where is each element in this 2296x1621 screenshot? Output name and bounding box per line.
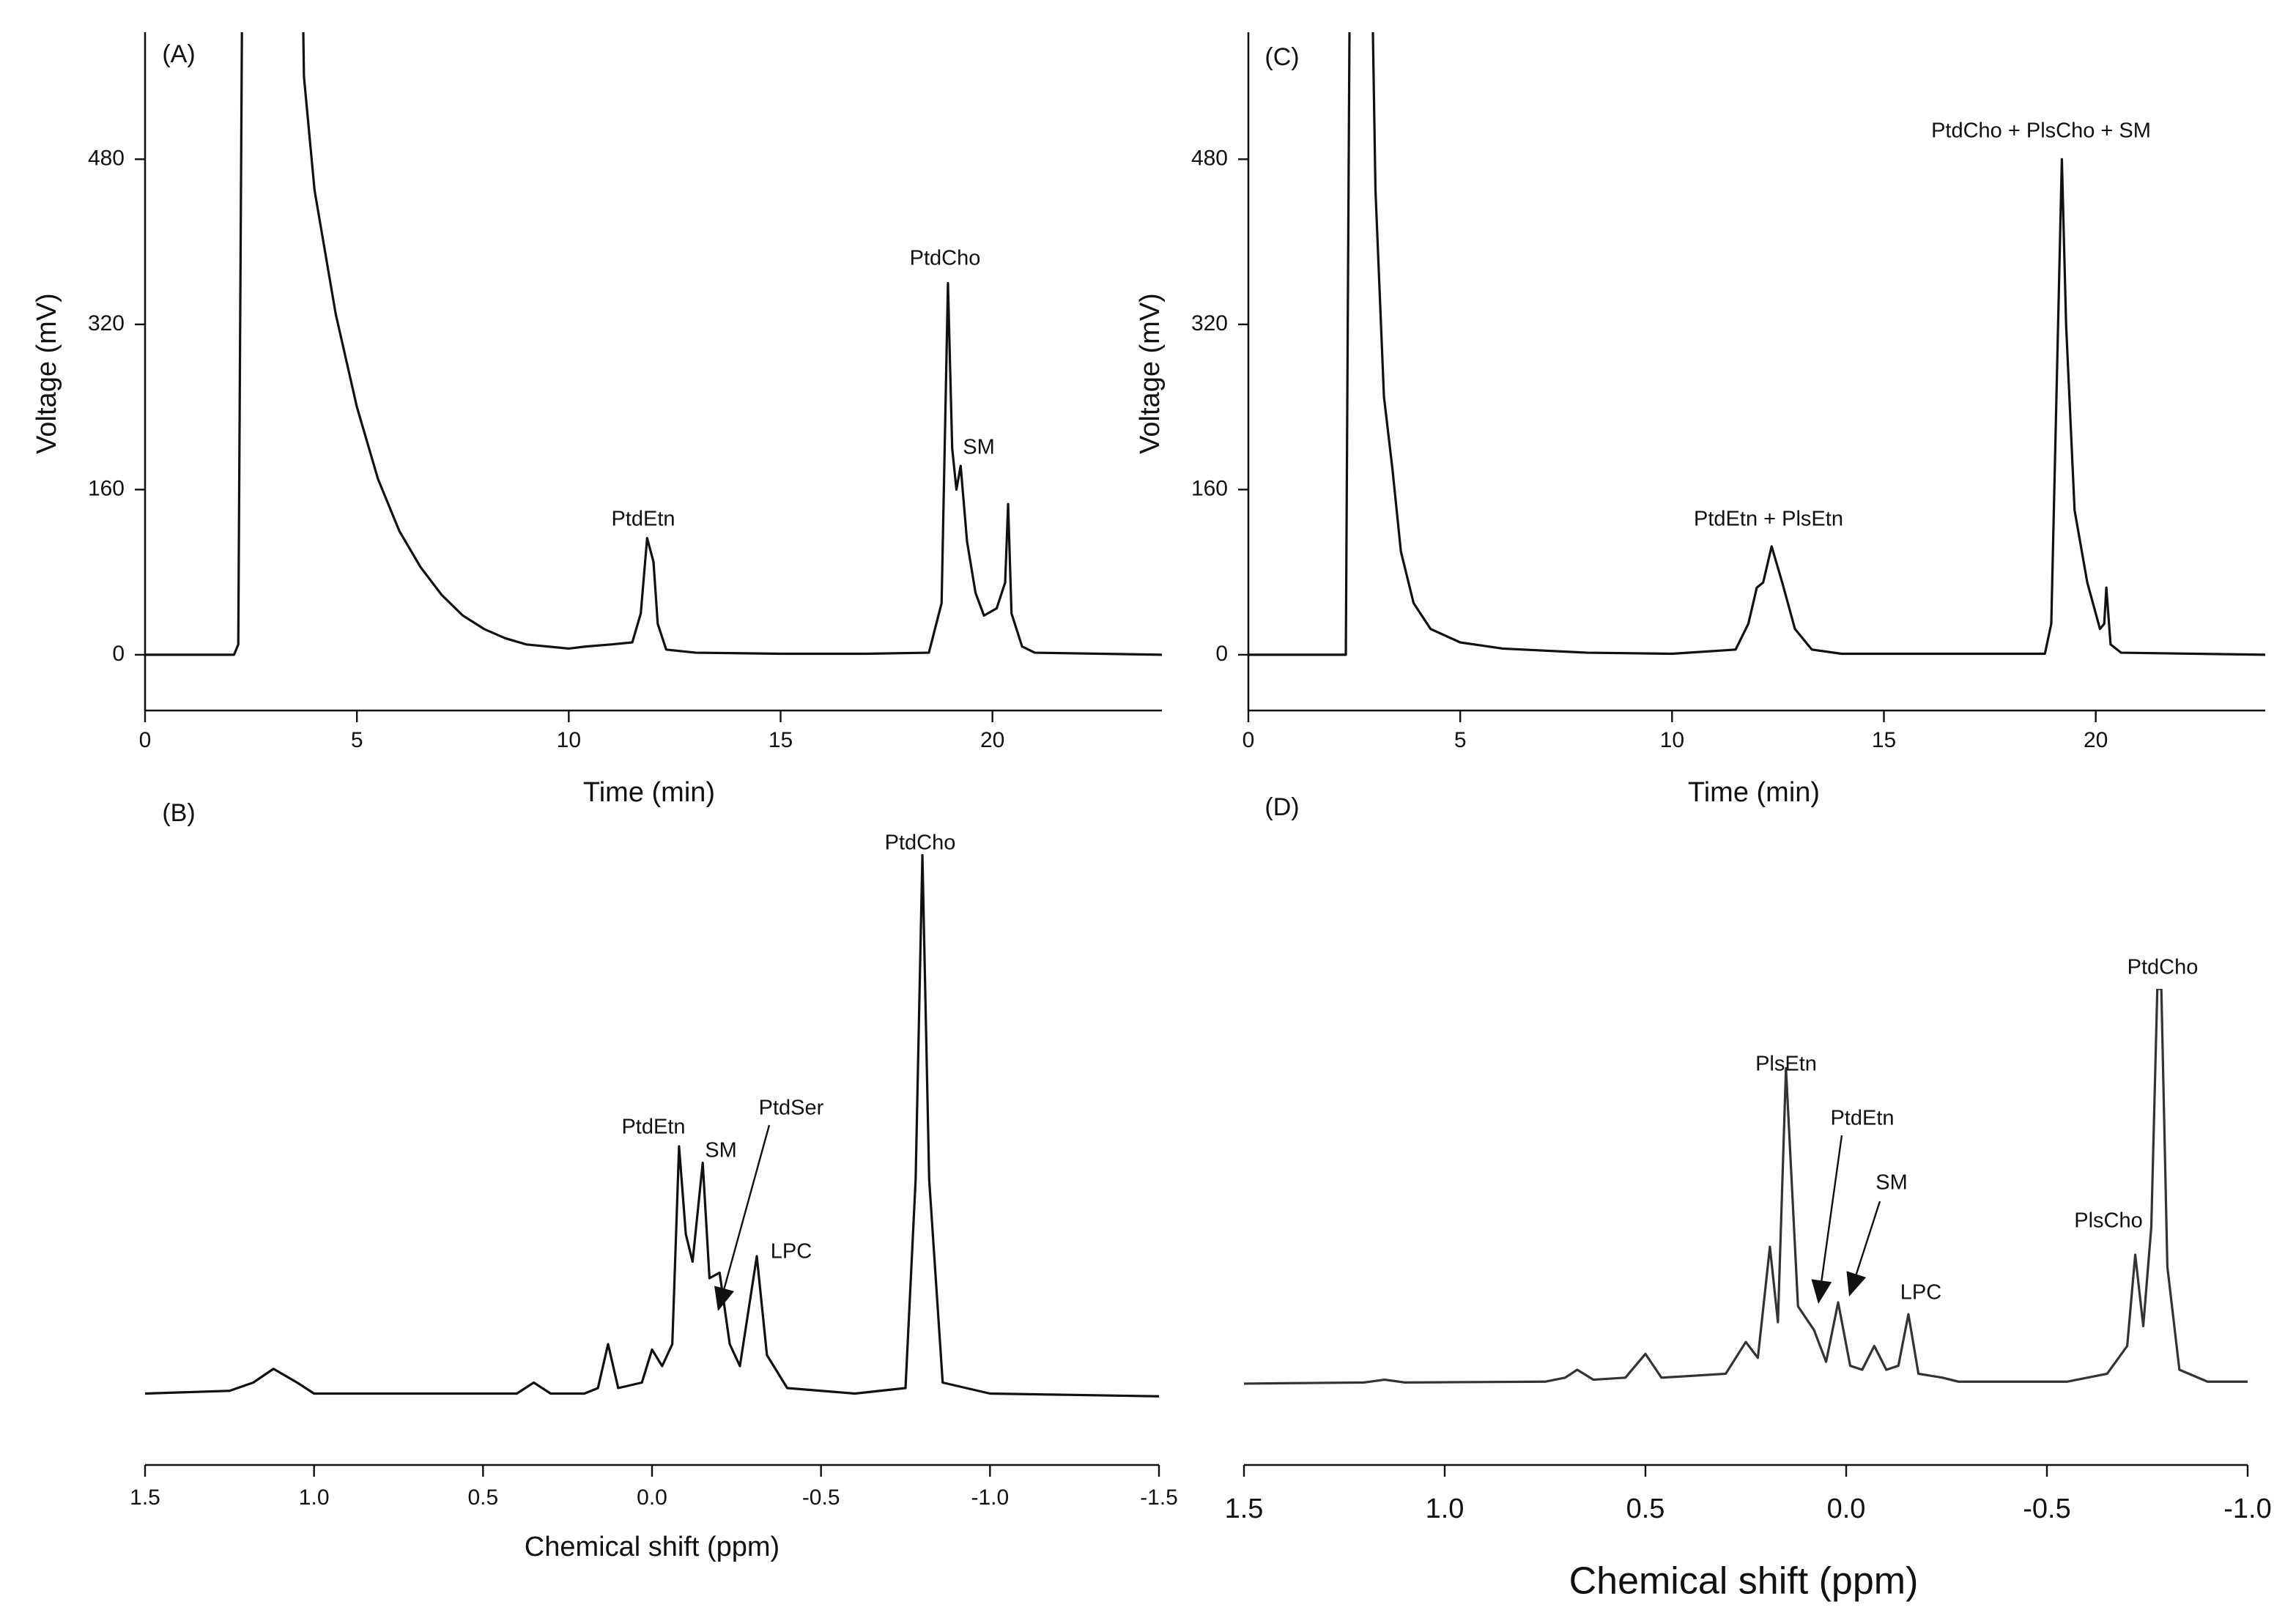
- y-tick-label: 160: [1191, 476, 1228, 500]
- peak-label: SM: [705, 1139, 737, 1162]
- panel-label: (B): [162, 799, 195, 827]
- peak-label: PtdCho: [2127, 956, 2199, 979]
- peak-label: PtdEtn + PlsEtn: [1694, 508, 1843, 531]
- x-tick-label: 1.0: [299, 1485, 330, 1510]
- x-tick-label: -1.0: [2223, 1494, 2271, 1524]
- peak-label: PtdCho: [910, 247, 981, 270]
- x-tick-label: 0.0: [1827, 1494, 1866, 1524]
- x-tick-label: 1.0: [1426, 1494, 1464, 1524]
- peak-label: PtdCho + PlsCho + SM: [1931, 119, 2151, 143]
- peak-label: PlsEtn: [1755, 1053, 1817, 1076]
- x-axis-label: Chemical shift (ppm): [525, 1532, 779, 1562]
- peak-label: PtdEtn: [611, 508, 675, 531]
- peak-label: SM: [963, 436, 995, 459]
- x-tick-label: 0.5: [1626, 1494, 1665, 1524]
- trace: [1248, 32, 2265, 656]
- y-tick-label: 320: [1191, 311, 1228, 335]
- x-tick-label: 0.0: [637, 1485, 667, 1510]
- x-tick-label: 0: [139, 728, 152, 752]
- arrow-shaft: [1821, 1135, 1843, 1281]
- arrow-shaft: [723, 1124, 771, 1289]
- x-tick-label: 10: [1660, 728, 1684, 752]
- y-axis-label: Voltage (mV): [1135, 293, 1166, 454]
- x-tick-label: -0.5: [2023, 1494, 2070, 1524]
- panel: (C) 0 5 10 15 20 Time (min) 0 160 320 480 Voltage (…: [1135, 32, 2265, 808]
- panel-label: (D): [1264, 793, 1299, 821]
- x-axis-label: Chemical shift (ppm): [1569, 1560, 1919, 1603]
- x-tick-label: 5: [1454, 728, 1467, 752]
- x-tick-label: -1.5: [1140, 1485, 1178, 1510]
- y-tick-label: 480: [1191, 146, 1228, 170]
- panel-label: (A): [162, 40, 195, 68]
- peak-label: PtdEtn: [1830, 1107, 1894, 1130]
- peak-label: PtdCho: [885, 831, 956, 855]
- panel-label: (C): [1264, 43, 1299, 71]
- peak-label: PtdSer: [759, 1097, 824, 1120]
- x-tick-label: 5: [351, 728, 363, 752]
- x-axis-label: Time (min): [1688, 777, 1820, 808]
- x-tick-label: 20: [2084, 728, 2108, 752]
- y-tick-label: 320: [88, 311, 125, 335]
- x-tick-label: 0.5: [467, 1485, 498, 1510]
- y-tick-label: 480: [88, 146, 125, 170]
- x-tick-label: 1.5: [130, 1485, 160, 1510]
- peak-label: PlsCho: [2074, 1209, 2143, 1233]
- x-tick-label: 0: [1243, 728, 1255, 752]
- x-axis-label: Time (min): [583, 777, 715, 808]
- arrow-head: [1846, 1271, 1867, 1297]
- x-tick-label: 10: [557, 728, 581, 752]
- y-tick-label: 0: [1215, 642, 1228, 666]
- trace: [1244, 989, 2248, 1385]
- trace: [145, 853, 1159, 1398]
- peak-label: LPC: [1900, 1281, 1941, 1305]
- panel: (A) 0 5 10 15 20 Time (min) 0 160 320 480 Voltage (…: [32, 32, 1162, 808]
- y-tick-label: 0: [112, 642, 125, 666]
- peak-label: LPC: [771, 1240, 812, 1264]
- y-tick-label: 160: [88, 476, 125, 500]
- x-tick-label: 15: [769, 728, 793, 752]
- y-axis-label: Voltage (mV): [32, 293, 62, 454]
- arrow-head: [714, 1286, 734, 1311]
- peak-label: PtdEtn: [621, 1116, 685, 1139]
- x-tick-label: -1.0: [971, 1485, 1009, 1510]
- trace: [145, 32, 1162, 656]
- panel: (B) 1.5 1.0 0.5 0.0 -0.5 -1.0 -1.5 Chemical shif…: [130, 799, 1178, 1562]
- x-tick-label: 20: [980, 728, 1004, 752]
- arrow-head: [1811, 1279, 1832, 1304]
- panel: (D) 1.5 1.0 0.5 0.0 -0.5 -1.0 Chemical shift (p…: [1225, 793, 2272, 1603]
- x-tick-label: 1.5: [1225, 1494, 1264, 1524]
- peak-label: SM: [1875, 1171, 1908, 1195]
- x-tick-label: 15: [1872, 728, 1896, 752]
- x-tick-label: -0.5: [802, 1485, 840, 1510]
- arrow-shaft: [1855, 1201, 1881, 1275]
